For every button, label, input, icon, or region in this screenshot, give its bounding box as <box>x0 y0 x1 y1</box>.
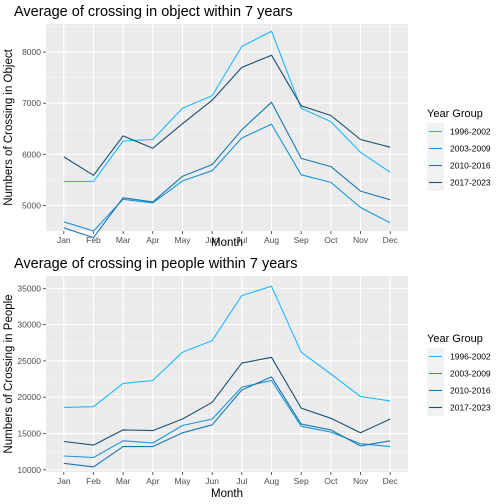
y-tick-label: 20000 <box>17 392 41 402</box>
x-axis-title: Month <box>211 237 243 249</box>
y-tick-label: 35000 <box>17 283 41 293</box>
y-tick-label: 6000 <box>22 149 41 159</box>
chart-2: 10000 15000 20000 25000 30000 35000 Jan Feb Mar A… <box>3 256 491 500</box>
y-tick-label: 5000 <box>22 200 41 210</box>
x-tick-label: Jun <box>205 476 219 486</box>
x-tick-label: Oct <box>324 235 338 245</box>
x-tick-label: Jan <box>57 235 71 245</box>
x-tick-label: Nov <box>353 476 369 486</box>
y-tick-label: 8000 <box>22 47 41 57</box>
x-tick-label: Dec <box>383 235 399 245</box>
x-tick-label: Feb <box>86 476 101 486</box>
chart-title: Average of crossing in object within 7 y… <box>14 4 293 20</box>
legend: Year Group 1996-2002 2003-2009 2010-2016 201… <box>427 333 491 416</box>
plot-panel <box>46 24 408 231</box>
legend-label: 2017-2023 <box>450 403 491 413</box>
x-tick-label: Apr <box>146 476 159 486</box>
x-tick-label: Sep <box>294 476 309 486</box>
y-tick-label: 10000 <box>17 465 41 475</box>
x-tick-label: May <box>174 235 191 245</box>
legend-label: 2017-2023 <box>450 178 491 188</box>
y-axis-title: Numbers of Crossing in People <box>3 294 15 453</box>
x-tick-label: Apr <box>146 235 159 245</box>
x-tick-label: Aug <box>264 235 279 245</box>
x-tick-label: Aug <box>264 476 279 486</box>
legend: Year Group 1996-2002 2003-2009 2010-2016 201… <box>427 108 491 191</box>
x-tick-label: Mar <box>116 476 131 486</box>
legend-label: 2003-2009 <box>450 369 491 379</box>
y-tick-label: 25000 <box>17 356 41 366</box>
legend-label: 1996-2002 <box>450 352 491 362</box>
x-tick-label: Jan <box>57 476 71 486</box>
x-tick-label: Jul <box>236 476 247 486</box>
x-tick-label: Nov <box>353 235 369 245</box>
legend-label: 2003-2009 <box>450 144 491 154</box>
x-axis-title: Month <box>211 488 243 500</box>
x-tick-label: Dec <box>383 476 399 486</box>
y-tick-label: 7000 <box>22 98 41 108</box>
y-axis-title: Numbers of Crossing in Object <box>3 48 15 205</box>
legend-label: 2010-2016 <box>450 386 491 396</box>
y-tick-label: 15000 <box>17 429 41 439</box>
x-tick-label: Oct <box>324 476 338 486</box>
legend-title: Year Group <box>427 333 483 345</box>
legend-label: 2010-2016 <box>450 161 491 171</box>
x-tick-label: Sep <box>294 235 309 245</box>
y-tick-label: 30000 <box>17 320 41 330</box>
legend-label: 1996-2002 <box>450 127 491 137</box>
chart-title: Average of crossing in people within 7 y… <box>14 256 297 272</box>
x-tick-label: Mar <box>116 235 131 245</box>
legend-title: Year Group <box>427 108 483 120</box>
x-tick-label: May <box>174 476 191 486</box>
